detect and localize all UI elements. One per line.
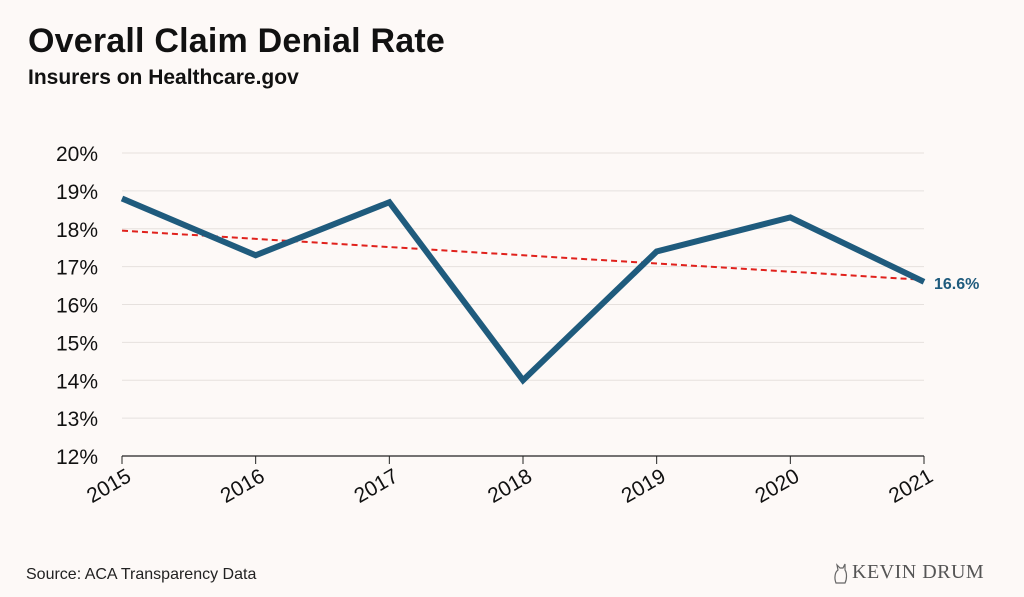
y-tick-label: 17% — [56, 257, 98, 280]
y-tick-label: 19% — [56, 181, 98, 204]
y-tick-label: 20% — [56, 143, 98, 166]
x-tick-label: 2019 — [618, 465, 670, 508]
x-tick-label: 2018 — [484, 465, 536, 508]
chart-title: Overall Claim Denial Rate — [28, 22, 445, 60]
x-tick-label: 2020 — [751, 465, 803, 508]
x-tick-label: 2017 — [350, 465, 402, 508]
y-tick-label: 16% — [56, 295, 98, 318]
series-line-denial-rate — [120, 195, 926, 385]
brand-name: KEVIN DRUM — [852, 561, 985, 583]
cat-icon — [834, 563, 848, 584]
x-tick-label: 2021 — [885, 465, 937, 508]
y-tick-label: 14% — [56, 370, 98, 393]
y-tick-label: 18% — [56, 219, 98, 242]
x-tick-label: 2015 — [83, 465, 135, 508]
source-note: Source: ACA Transparency Data — [26, 566, 257, 583]
y-tick-label: 12% — [56, 446, 98, 469]
trend-line — [121, 229, 925, 281]
chart-subtitle: Insurers on Healthcare.gov — [28, 66, 299, 89]
y-tick-label: 15% — [56, 332, 98, 355]
x-tick-label: 2016 — [217, 465, 269, 508]
end-value-label: 16.6% — [934, 276, 979, 293]
brand-logo: KEVIN DRUM — [832, 560, 984, 584]
y-tick-label: 13% — [56, 408, 98, 431]
